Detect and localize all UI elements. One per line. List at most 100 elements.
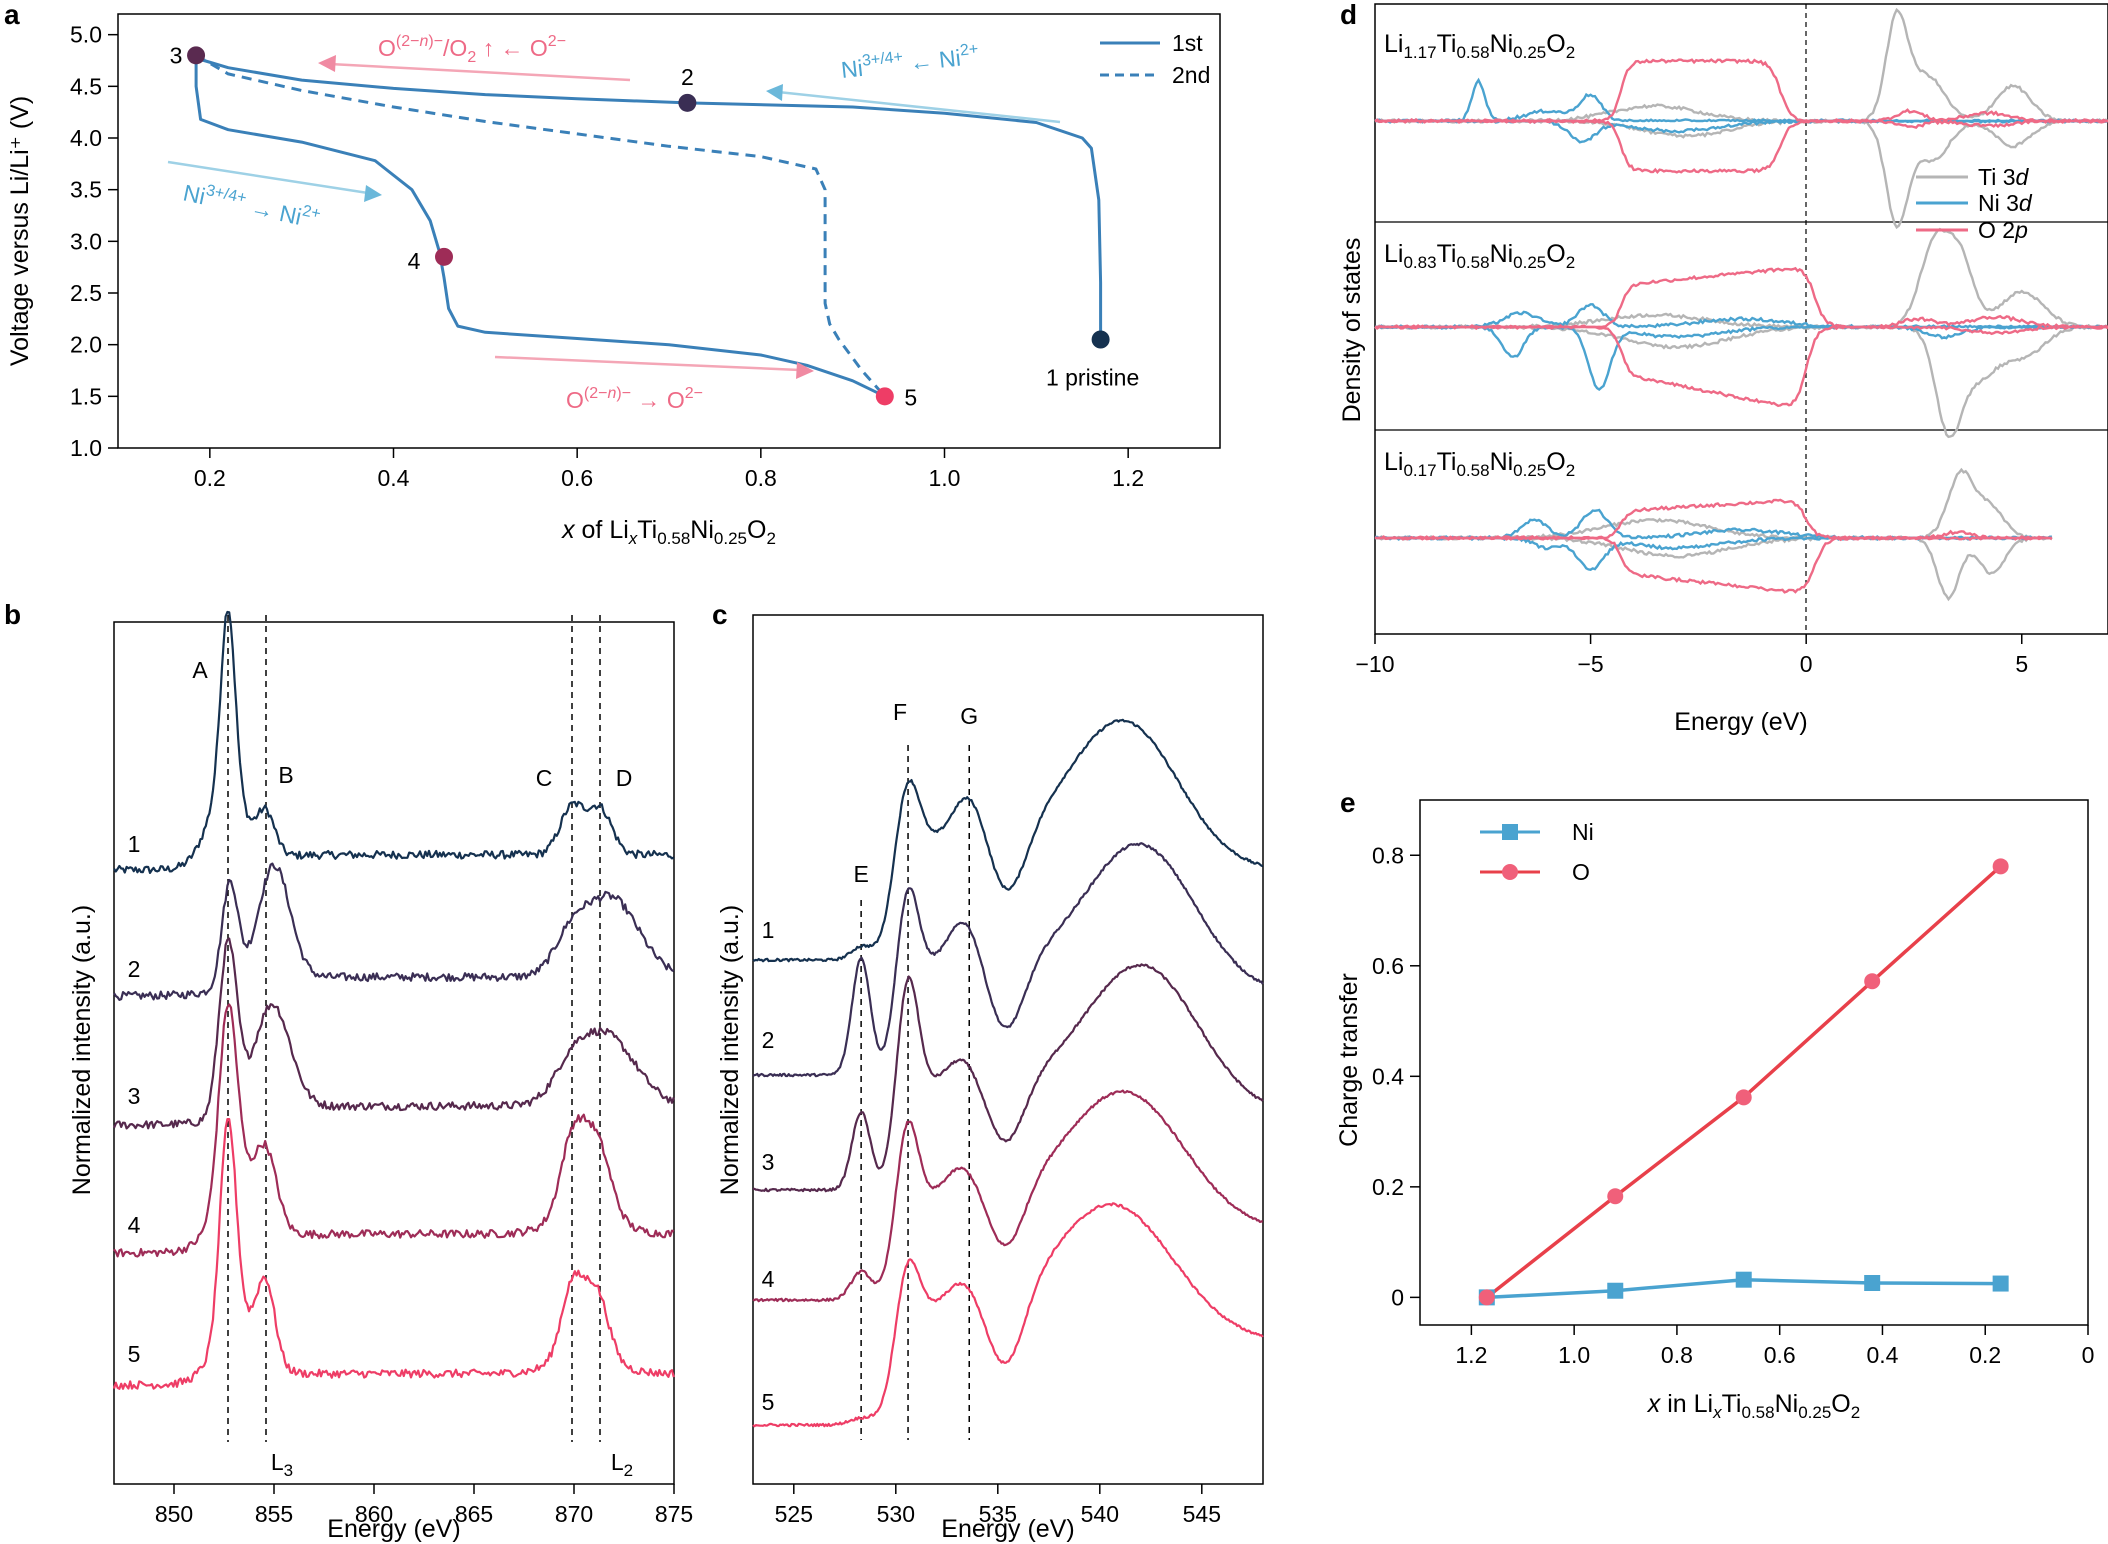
o-redox-top-text: O(2−n)−/O2 ↑ ← O2− — [378, 33, 566, 66]
series-O-line — [1485, 864, 2002, 1299]
x-tick-label: 540 — [1081, 1501, 1119, 1527]
ni-ox-arrowhead — [766, 84, 783, 101]
series-label-1: 1 — [128, 831, 141, 857]
panel-e: e 1.2 1.0 0.8 0.6 0.4 0.2 000.20.40.60.8 Ni O … — [1335, 787, 2094, 1422]
peak-label-D: D — [616, 765, 633, 791]
y-tick-label: 3.5 — [70, 177, 102, 203]
series-O-point — [1735, 1089, 1752, 1106]
panel-e-ylabel: Charge transfer — [1335, 973, 1363, 1147]
ti-3d-up-1 — [1374, 7, 2108, 123]
o-2p-up-2 — [1375, 266, 2108, 329]
panel-a-frame — [117, 13, 1221, 449]
panel-d-ticks: −10 −5 0 5 — [1355, 634, 2028, 677]
panel-a-annotations: O(2−n)−/O2 ↑ ← O2− Ni3+/4+ ← Ni2+ Ni3+/4… — [167, 33, 1061, 413]
panel-e-legend: Ni O — [1480, 819, 1594, 885]
y-tick-label: 0 — [1391, 1284, 1404, 1310]
series-Ni-point — [1992, 1275, 2009, 1292]
x-tick-label: 850 — [155, 1501, 193, 1527]
x-tick-label: 0.8 — [1661, 1342, 1693, 1368]
o-k-edge-spectrum-1 — [752, 718, 1264, 963]
ni-l-edge-spectrum-5 — [112, 1118, 675, 1390]
x-tick-label: 545 — [1183, 1501, 1221, 1527]
peak-label-E: E — [853, 861, 868, 887]
panel-e-xlabel: x in LixTi0.58Ni0.25O2 — [1647, 1390, 1860, 1422]
x-tick-label: 0.2 — [1969, 1342, 2001, 1368]
y-tick-label: 4.0 — [70, 125, 102, 151]
ni-3d-up-3 — [1374, 508, 2053, 540]
y-tick-label: 0.6 — [1372, 953, 1404, 979]
peak-label-G: G — [960, 703, 978, 729]
x-tick-label: 0 — [2082, 1342, 2095, 1368]
x-tick-label: 525 — [775, 1501, 813, 1527]
panel-d-label: d — [1340, 0, 1357, 30]
state-label-4: 4 — [408, 248, 421, 274]
y-tick-label: 4.5 — [70, 73, 102, 99]
ti-3d-up-2 — [1375, 227, 2108, 329]
y-tick-label: 0.2 — [1372, 1174, 1404, 1200]
legend-ti-label: Ti 3d — [1978, 164, 2030, 190]
dos-title-2: Li0.83Ti0.58Ni0.25O2 — [1384, 240, 1575, 272]
y-tick-label: 3.0 — [70, 228, 102, 254]
series-label-3: 3 — [762, 1149, 775, 1175]
o-red-arrow — [494, 355, 801, 372]
x-tick-label: 0.6 — [561, 465, 593, 491]
x-tick-label: 1.0 — [1558, 1342, 1590, 1368]
panel-b-spectra — [112, 610, 675, 1390]
state-label-3: 3 — [170, 42, 183, 68]
x-tick-label: 535 — [979, 1501, 1017, 1527]
panel-c-ticks: 525 530 535 540 545 — [775, 1484, 1221, 1527]
panel-a-label: a — [4, 0, 20, 30]
panel-d-legend: Ti 3d Ni 3d O 2p — [1916, 164, 2033, 243]
panel-b-series-labels: 1 2 3 4 5 — [128, 831, 141, 1367]
panel-d-xlabel: Energy (eV) — [1674, 708, 1807, 736]
series-O-point — [1478, 1289, 1495, 1306]
x-tick-label: 865 — [455, 1501, 493, 1527]
x-tick-label: 0.6 — [1764, 1342, 1796, 1368]
panel-a: a 0.2 0.4 0.6 0.8 1.0 1.2 1.0 1.5 2.0 2.5 3.0 3.5 4.… — [4, 0, 1221, 548]
series-label-2: 2 — [128, 956, 141, 982]
panel-a-legend: 1st 2nd — [1100, 30, 1210, 88]
panel-c-peak-labels: E F G — [853, 699, 978, 887]
panel-b-dashed-lines — [227, 615, 601, 1442]
peak-label-L2: L2 — [611, 1449, 633, 1480]
series-O-point — [1864, 973, 1881, 990]
ni-ox-arrow — [777, 90, 1061, 124]
panel-b-ticks: 850 855 860 865 870 875 — [155, 1484, 693, 1527]
series-1st — [194, 53, 1103, 398]
ni-ox-text: Ni3+/4+ ← Ni2+ — [840, 41, 981, 83]
y-tick-label: 1.5 — [70, 383, 102, 409]
ti-3d-down-3 — [1375, 536, 2053, 602]
panel-c-frame — [752, 614, 1264, 1485]
x-tick-label: 875 — [655, 1501, 693, 1527]
o-k-edge-spectrum-4 — [752, 1089, 1263, 1303]
state-point-1 — [1091, 330, 1110, 349]
peak-label-F: F — [893, 699, 907, 725]
legend-ni-label: Ni 3d — [1978, 190, 2033, 216]
series-O-point — [1607, 1188, 1624, 1205]
state-label-5: 5 — [904, 384, 917, 410]
x-tick-label: 0 — [1800, 651, 1813, 677]
y-tick-label: 1.0 — [70, 435, 102, 461]
series-2nd — [195, 54, 886, 398]
o-2p-down-2 — [1374, 325, 2108, 408]
o-red-text: O(2−n)− → O2− — [566, 385, 703, 413]
ti-3d-down-2 — [1374, 325, 2108, 439]
series-label-4: 4 — [762, 1266, 775, 1292]
panel-b: b 850 855 860 865 870 875 A B C D L3 L2 1 2 3 4 5 Ener… — [4, 599, 693, 1543]
ni-l-edge-spectrum-2 — [113, 862, 675, 1001]
panel-b-xlabel: Energy (eV) — [327, 1515, 460, 1543]
dos-title-1: Li1.17Ti0.58Ni0.25O2 — [1384, 30, 1575, 62]
x-tick-label: 0.8 — [745, 465, 777, 491]
panel-c-xlabel: Energy (eV) — [941, 1515, 1074, 1543]
x-tick-label: −5 — [1577, 651, 1603, 677]
o-k-edge-spectrum-5 — [752, 1202, 1264, 1428]
panel-a-ticks: 0.2 0.4 0.6 0.8 1.0 1.2 1.0 1.5 2.0 2.5 3.0 3.5 4.0 4… — [70, 22, 1144, 491]
peak-label-L3: L3 — [271, 1449, 293, 1480]
panel-d-dos-curves — [1374, 7, 2108, 602]
panel-c-label: c — [712, 599, 728, 630]
x-tick-label: 0.4 — [1866, 1342, 1898, 1368]
x-tick-label: 0.2 — [194, 465, 226, 491]
panel-b-frame — [113, 621, 675, 1485]
peak-label-A: A — [192, 657, 208, 683]
